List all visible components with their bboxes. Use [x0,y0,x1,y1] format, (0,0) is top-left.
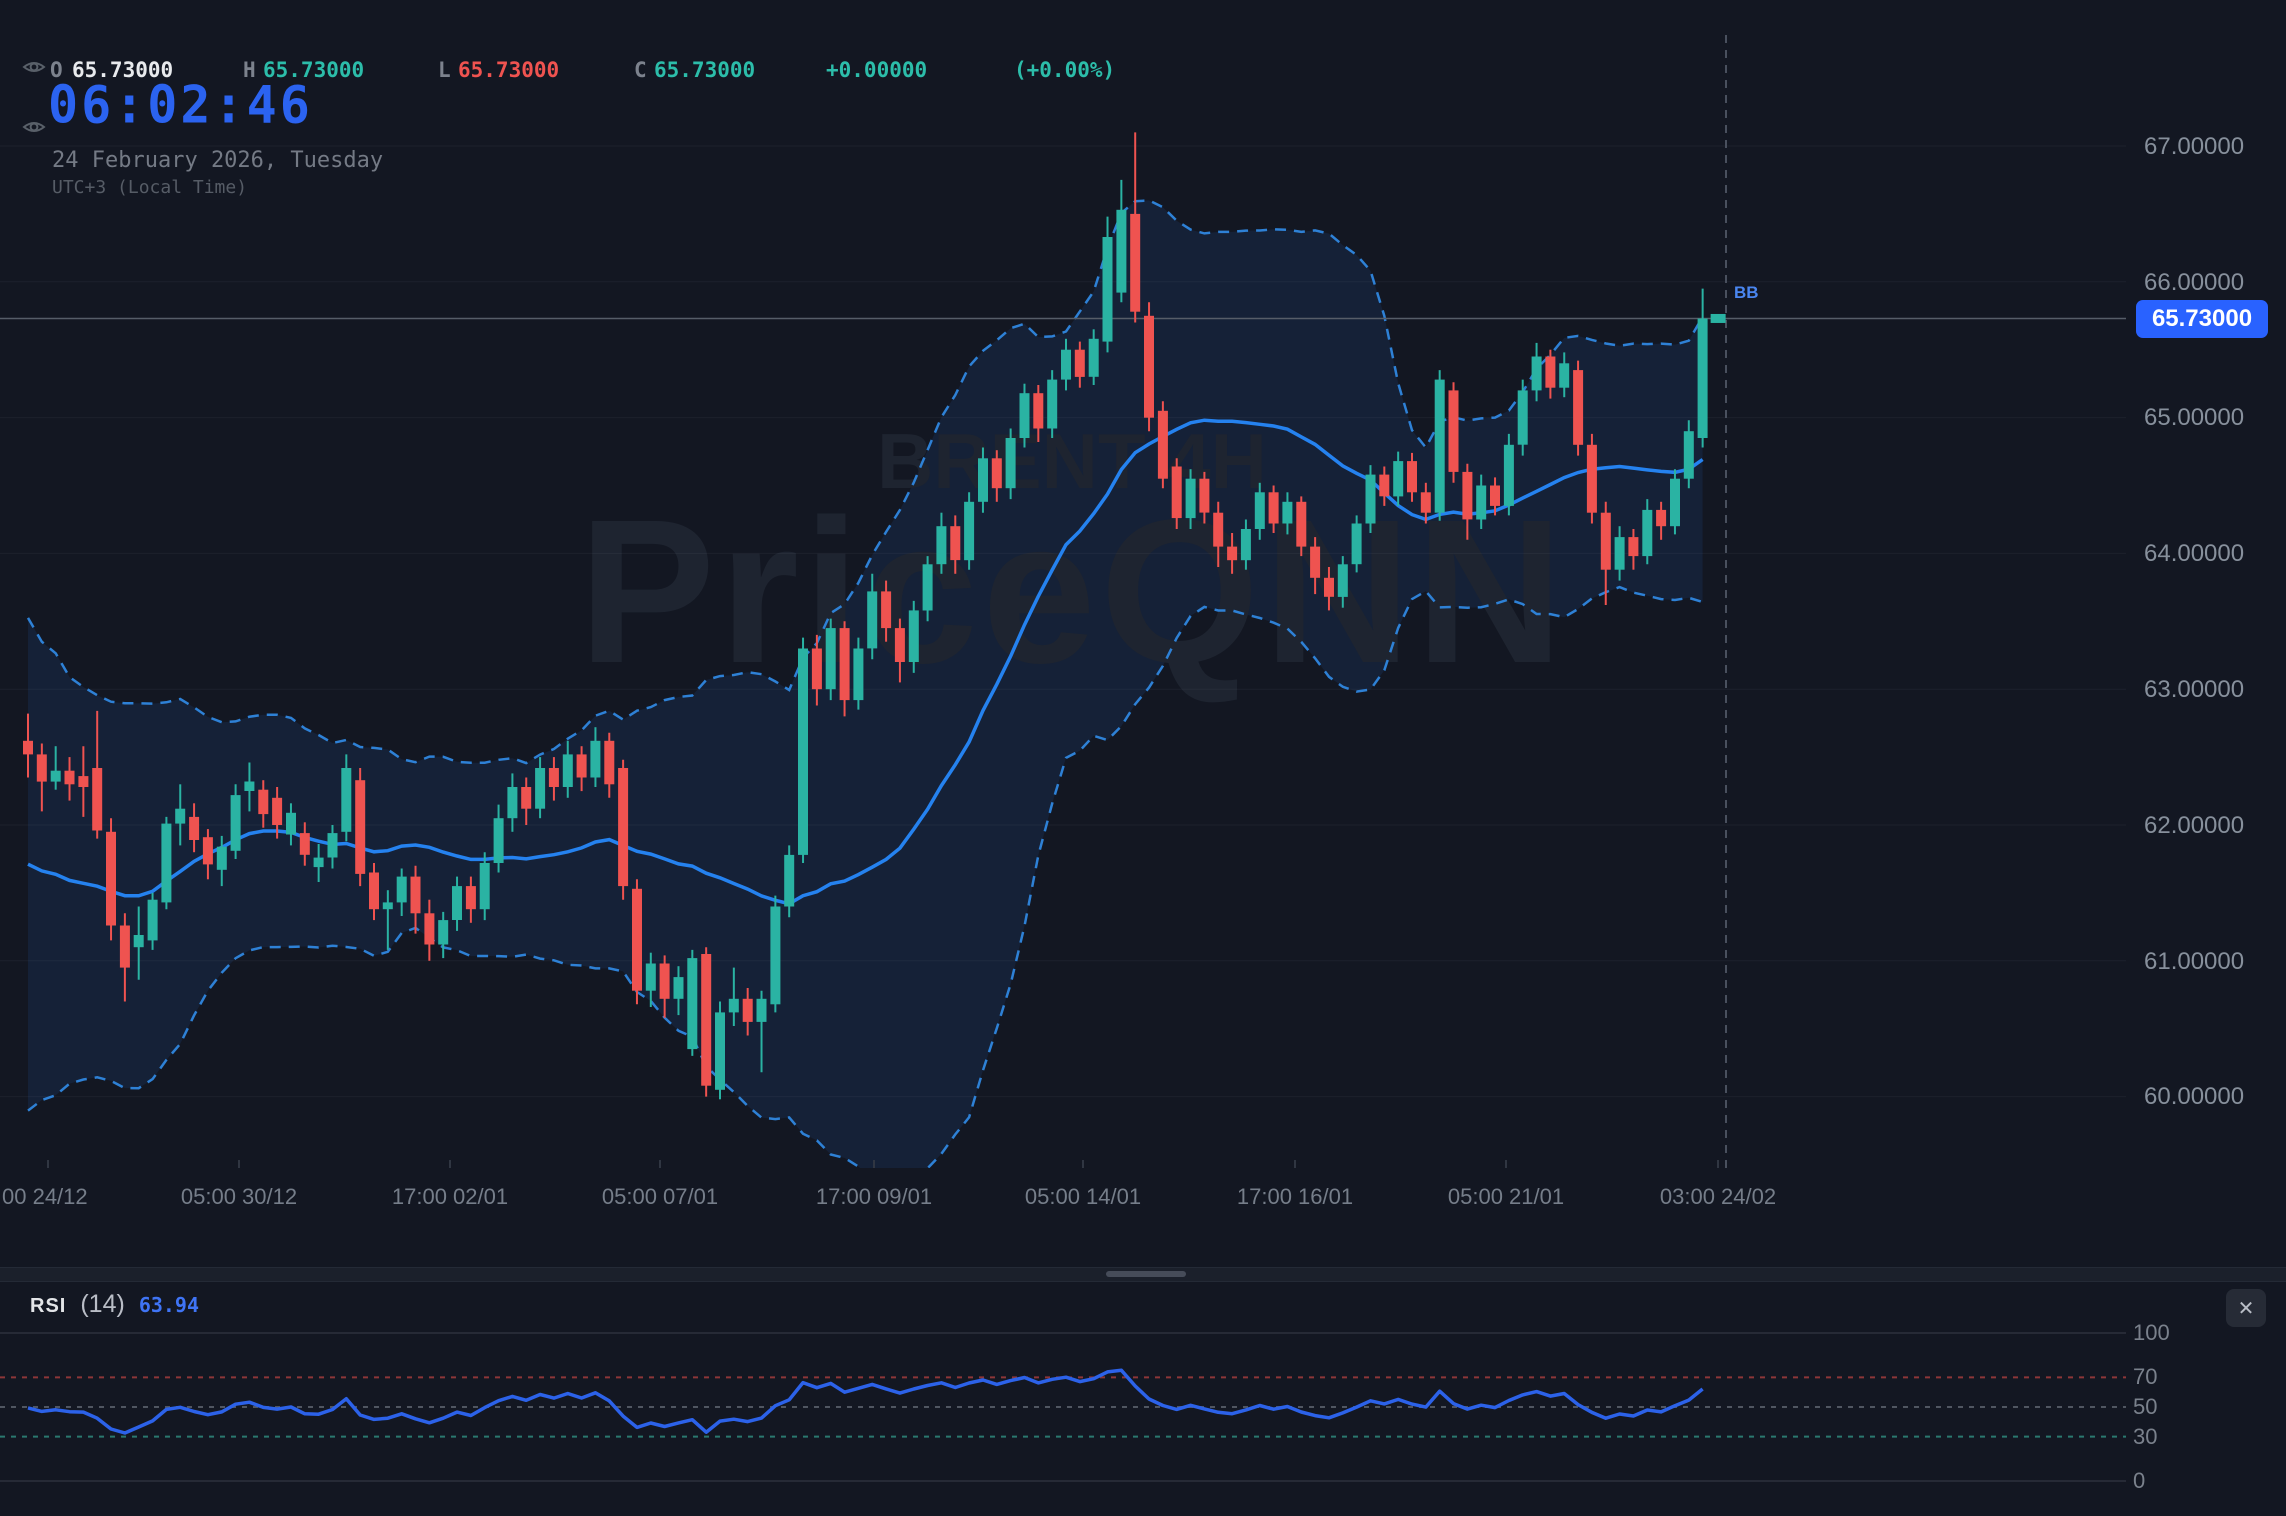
close-icon: ✕ [2237,1297,2255,1320]
time-axis-label: 03:00 24/02 [1659,1184,1777,1209]
time-axis-label: 05:00 30/12 [180,1184,298,1209]
rsi-scale-label: 30 [2133,1424,2158,1449]
rsi-scale-label: 70 [2133,1364,2158,1389]
eye-icon[interactable] [22,118,46,136]
current-price-badge[interactable]: 65.73000 [2136,300,2268,338]
rsi-scale-label: 100 [2133,1320,2170,1345]
eye-icon[interactable] [22,58,46,76]
time-axis-label: 17:00 09/01 [815,1184,933,1209]
rsi-period: (14) [80,1290,125,1318]
current-price-value: 65.73000 [2151,305,2253,332]
rsi-title: RSI [30,1295,67,1317]
price-axis-label: 67.00000 [2144,133,2245,160]
price-axis-label: 63.00000 [2144,676,2245,703]
price-axis-label: 64.00000 [2144,540,2245,567]
price-axis-label: 61.00000 [2144,948,2245,975]
open-value: 65.73000 [72,58,174,82]
high-value: 65.73000 [263,58,365,82]
low-label: L [438,58,451,82]
svg-text:PriceQNN: PriceQNN [578,477,1567,706]
close-value: 65.73000 [654,58,756,82]
low-value: 65.73000 [458,58,560,82]
price-axis-label: 66.00000 [2144,269,2245,296]
change-percent-value: (+0.00%) [1014,58,1116,82]
rsi-value: 63.94 [138,1293,200,1317]
time-axis-label: 05:00 21/01 [1447,1184,1565,1209]
price-axis-label: 60.00000 [2144,1083,2245,1110]
high-label: H [243,58,256,82]
rsi-scale-label: 0 [2133,1468,2146,1493]
price-axis-label: 62.00000 [2144,812,2245,839]
pane-resize-handle[interactable] [1106,1271,1186,1277]
price-axis-label: 65.00000 [2144,404,2245,431]
session-timezone: UTC+3 (Local Time) [52,177,248,198]
close-label: C [634,58,647,82]
time-axis-label: 17:00 02/01 [391,1184,509,1209]
open-label: O [50,58,63,82]
rsi-close-button[interactable]: ✕ [2226,1289,2266,1327]
time-axis-label: 05:00 14/01 [1024,1184,1142,1209]
time-axis-label: 17:00 16/01 [1236,1184,1354,1209]
rsi-indicator-header[interactable]: RSI (14) 63.94 [30,1290,199,1319]
bollinger-band-tag: BB [1734,283,1759,302]
time-axis-label: 05:00 07/01 [601,1184,719,1209]
rsi-scale-label: 50 [2133,1394,2158,1419]
session-date: 24 February 2026, Tuesday [52,148,384,173]
time-axis-label: 00 24/12 [2,1184,88,1209]
change-value: +0.00000 [826,58,928,82]
session-clock: 06:02:46 [48,74,313,136]
